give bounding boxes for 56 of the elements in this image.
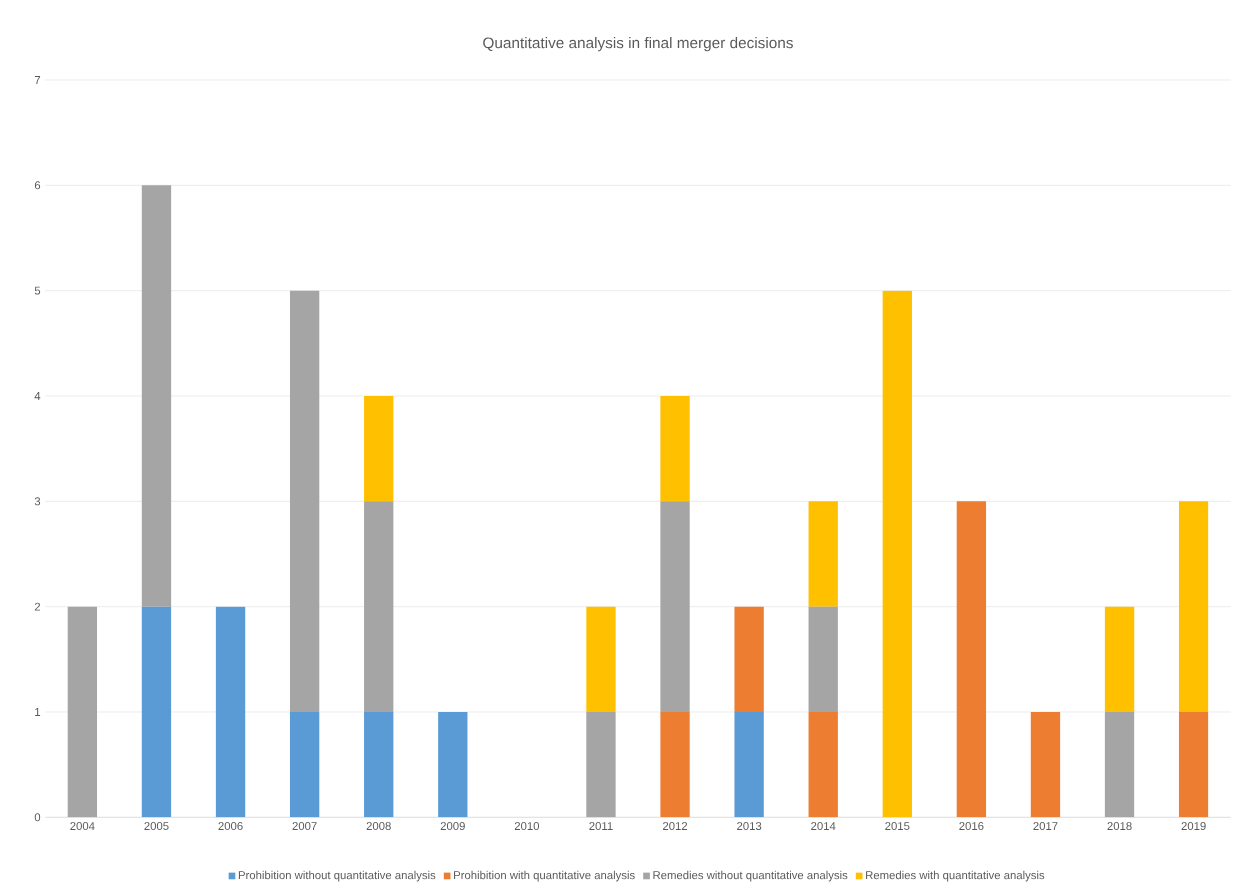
bar [660,712,690,818]
bar [438,712,468,818]
bar [289,290,320,713]
x-tick-label: 2012 [663,822,688,831]
x-tick-label: 2017 [1033,822,1058,831]
bar [289,712,320,818]
x-tick-label: 2009 [440,822,465,831]
y-tick-label: 7 [34,76,41,85]
x-tick-label: 2008 [366,822,391,831]
x-tick-label: 2007 [292,822,317,831]
x-tick-label: 2011 [589,822,613,831]
bar [808,501,838,607]
bar [364,501,394,713]
y-tick-label: 4 [34,392,41,401]
bar [364,712,394,818]
x-tick-label: 2010 [514,822,540,831]
x-tick-label: 2013 [737,822,762,831]
x-tick-label: 2016 [959,822,984,831]
bar [660,396,690,502]
bar [1178,712,1209,818]
x-tick-label: 2019 [1181,822,1206,831]
bar [1104,712,1135,818]
y-tick-label: 1 [35,708,41,717]
x-tick-label: 2004 [70,822,95,831]
bar [141,185,172,607]
y-tick-label: 3 [34,497,41,506]
bar [67,606,98,818]
bar [734,712,764,818]
x-tick-label: 2014 [811,822,836,831]
y-tick-label: 5 [34,286,41,295]
bar [141,606,172,818]
y-tick-label: 6 [34,181,41,190]
legend-label: Prohibition with quantitative analysis [454,871,635,882]
y-tick-label: 0 [34,813,41,822]
bar [1178,501,1209,713]
legend-label: Remedies with quantitative analysis [866,871,1045,882]
bar [1104,606,1135,713]
x-tick-label: 2015 [885,822,910,831]
bar [1030,712,1061,818]
bar [586,712,616,818]
bar [660,501,690,713]
chart-title: Quantitative analysis in final merger decisions [483,37,793,52]
y-tick-label: 2 [34,602,41,611]
bar [808,712,838,818]
bar [364,396,394,502]
bar [882,290,912,818]
legend-label: Prohibition without quantitative analysis [238,871,436,882]
bar [956,501,987,818]
legend-label: Remedies without quantitative analysis [653,871,848,882]
x-tick-label: 2018 [1107,822,1132,831]
bar [808,606,838,713]
bar [215,606,246,818]
x-tick-label: 2006 [218,822,243,831]
bar [586,606,616,713]
x-tick-label: 2005 [144,822,169,831]
bar [734,606,764,713]
